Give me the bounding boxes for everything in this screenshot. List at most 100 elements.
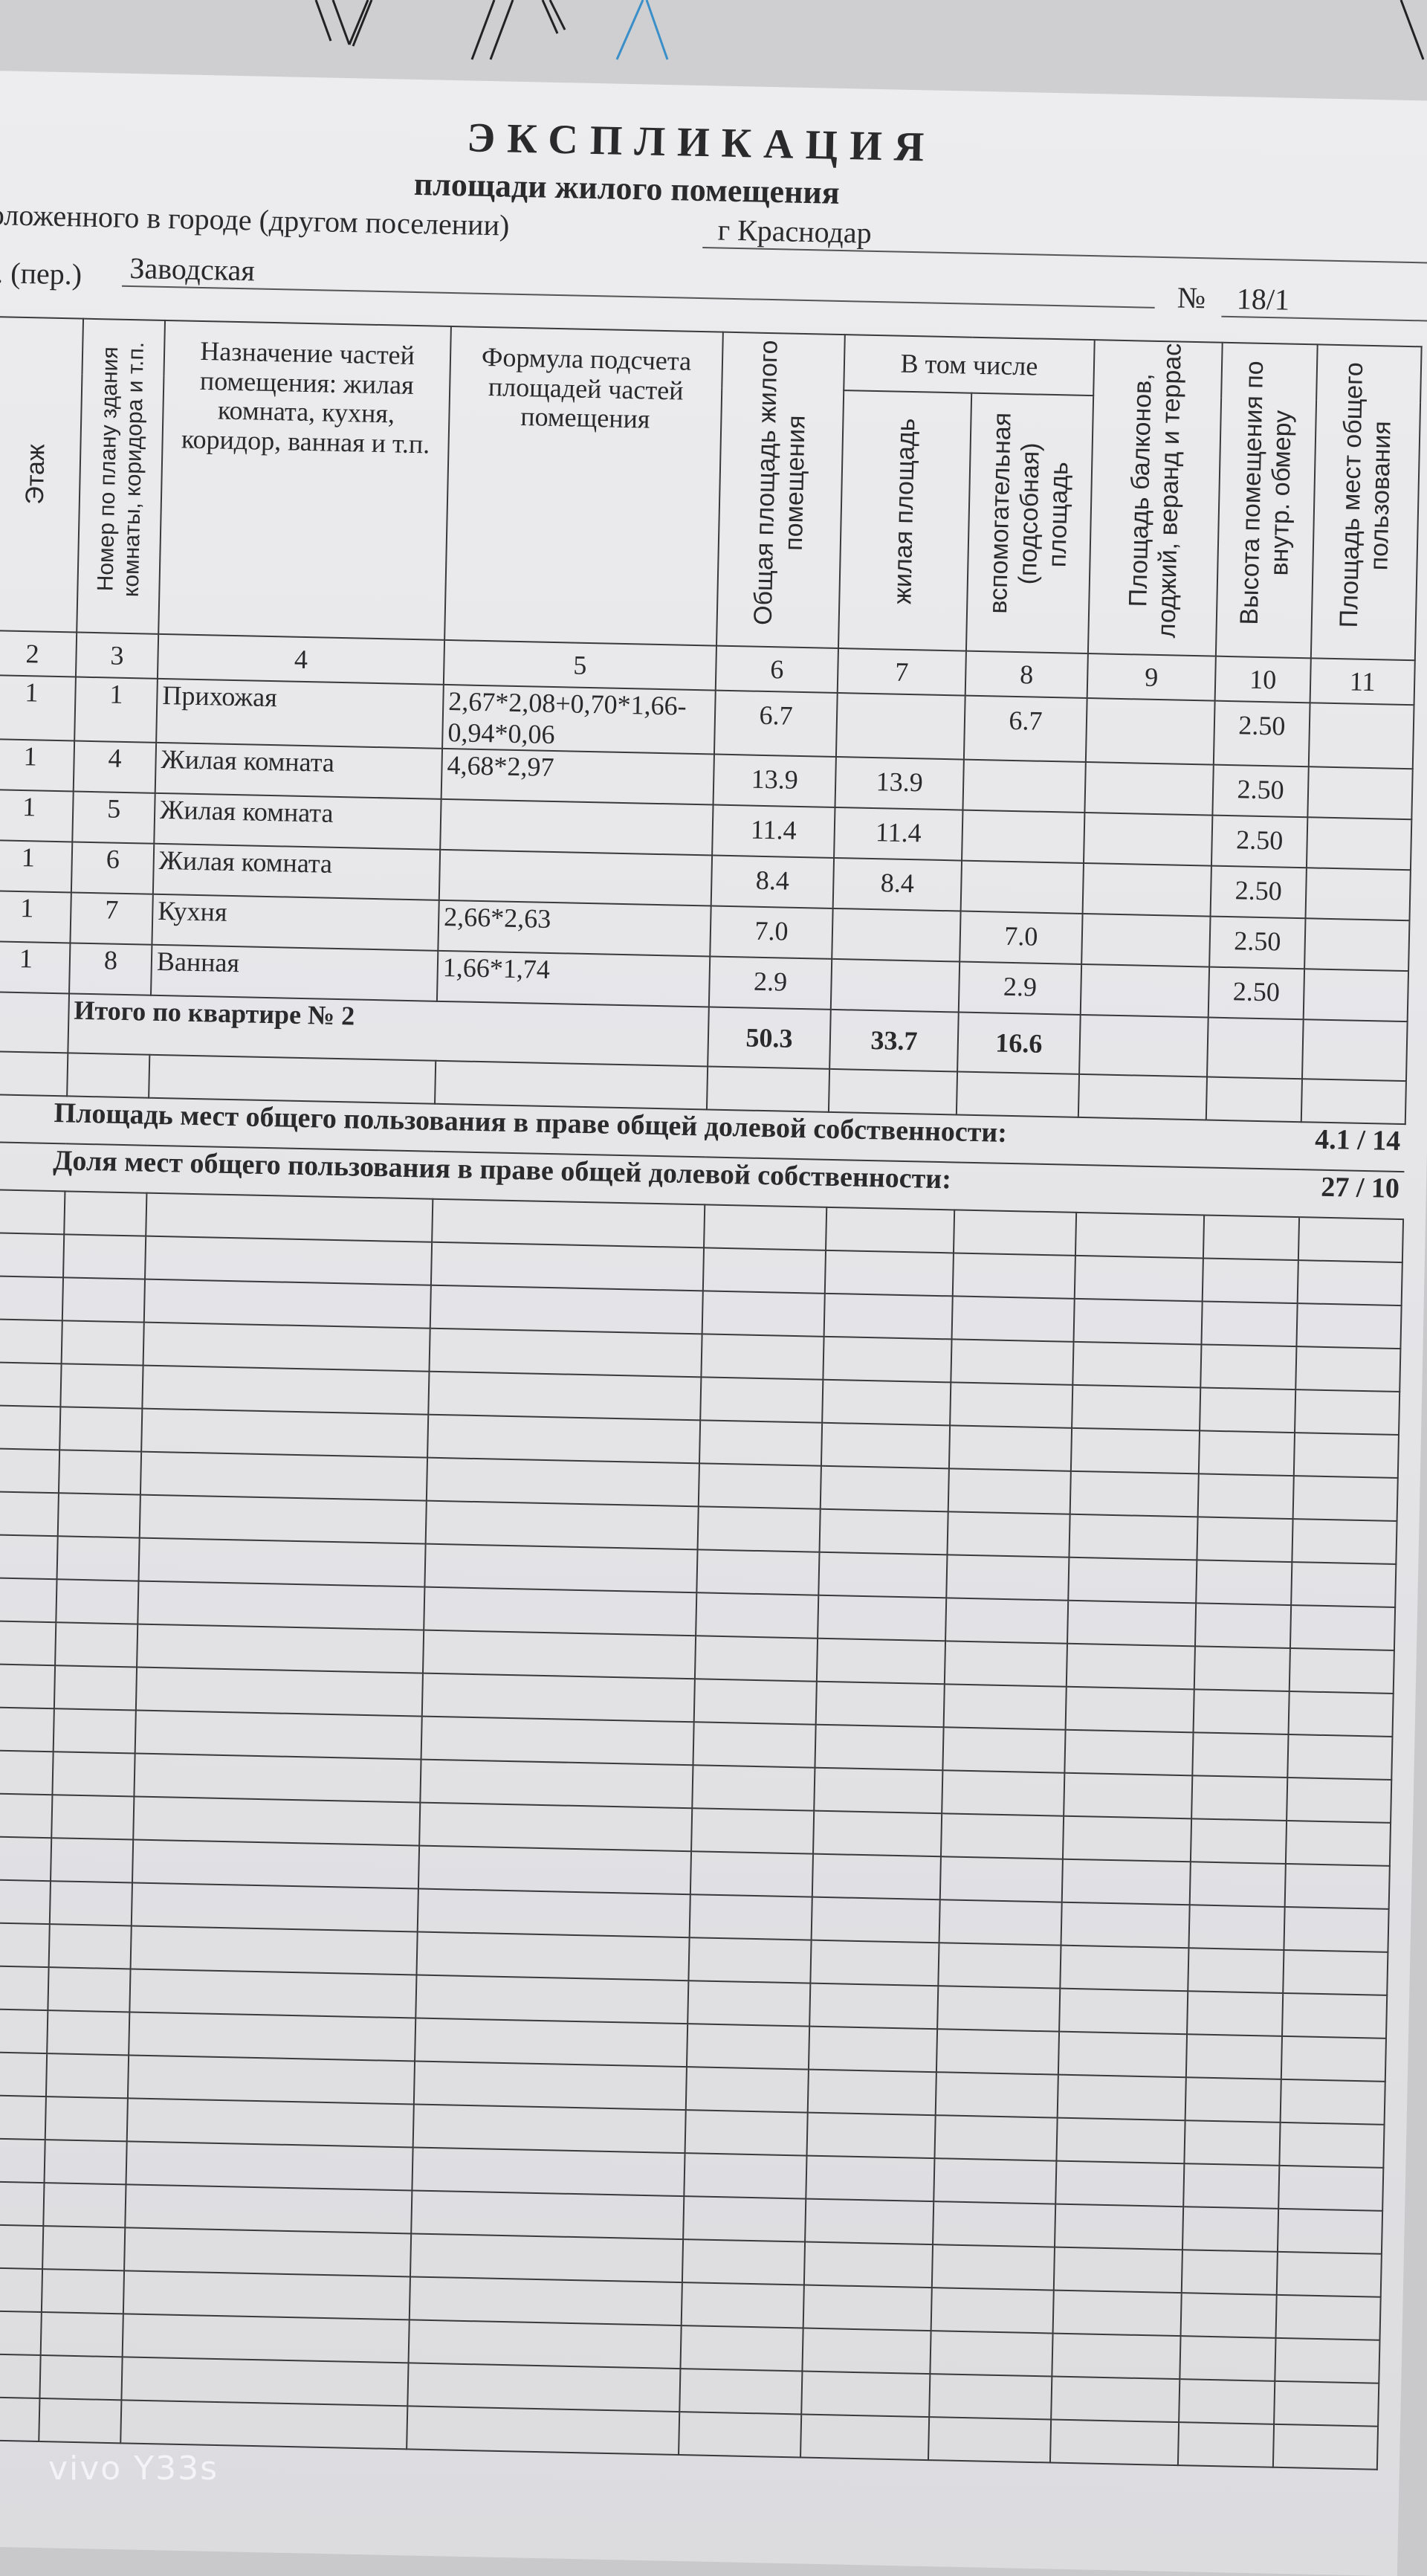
blank-cell <box>1188 1948 1284 1993</box>
blank-cell <box>1200 1344 1297 1390</box>
cell-name: Жилая комната <box>155 742 443 799</box>
blank-cell <box>679 2369 803 2415</box>
cell-floor: 1 <box>0 790 74 842</box>
blank-cell <box>810 1940 939 1986</box>
cell-total: 2.9 <box>708 956 832 1010</box>
blank-cell <box>0 2310 42 2356</box>
blank-cell <box>1193 1689 1290 1735</box>
blank-cell <box>1284 1906 1389 1952</box>
blank-cell <box>686 2024 810 2070</box>
cell-balcony <box>1080 963 1210 1018</box>
blank-cell <box>1288 1691 1394 1737</box>
blank-cell <box>0 1577 57 1623</box>
blank-cell <box>0 2051 48 2097</box>
summary-common-area-value: 4.1 / 14 <box>1300 1122 1405 1172</box>
blank-cell <box>1185 2077 1281 2123</box>
cell-floor: 1 <box>0 890 71 943</box>
blank-cell <box>1067 1600 1197 1647</box>
cell-no: 1 <box>74 677 158 743</box>
blank-cell <box>937 1986 1061 2032</box>
blank-cell <box>1272 2424 1379 2470</box>
blank-cell <box>690 1851 814 1897</box>
blank-cell <box>1049 2419 1180 2466</box>
blank-cell <box>693 1722 816 1768</box>
blank-cell <box>1065 1686 1194 1733</box>
blank-cell <box>823 1293 953 1340</box>
blank-cell <box>696 1549 820 1595</box>
blank-cell <box>0 1706 54 1752</box>
cell-name: Жилая комната <box>152 843 441 900</box>
cell-floor: 1 <box>0 675 76 741</box>
blank-cell <box>408 2320 682 2369</box>
cell-no: 8 <box>69 943 152 995</box>
blank-cell <box>815 1681 945 1728</box>
column-number: 9 <box>1087 653 1216 701</box>
cell-formula <box>439 849 713 906</box>
header-height: Высота помещения по внутр. обмеру <box>1235 360 1297 625</box>
blank-cell <box>1287 1734 1393 1780</box>
blank-cell <box>807 2069 936 2116</box>
blank-cell <box>432 1198 705 1248</box>
column-number: 6 <box>715 645 838 693</box>
header-purpose: Назначение частей помещения: жилая комна… <box>158 320 451 640</box>
blank-cell <box>56 1579 139 1624</box>
blank-cell <box>410 2233 684 2283</box>
blank-cell <box>53 1708 136 1754</box>
blank-cell <box>143 1279 431 1329</box>
header-balcony: Площадь балконов, лоджий, веранд и терра… <box>1124 343 1187 639</box>
blank-cell <box>0 1404 61 1450</box>
blank-cell <box>683 2196 806 2242</box>
blank-cell <box>61 1320 144 1366</box>
cell-floor: 1 <box>0 739 75 792</box>
blank-cell <box>1053 2247 1182 2293</box>
blank-cell <box>39 2355 123 2401</box>
blank-cell <box>698 1463 821 1509</box>
blank-cell <box>809 1983 939 2030</box>
blank-cell <box>1180 2336 1276 2381</box>
blank-cell <box>1201 1301 1298 1347</box>
blank-cell <box>939 1899 1062 1946</box>
camera-watermark: vivo Y33s <box>48 2450 219 2488</box>
cell-no: 5 <box>72 791 155 844</box>
blank-cell <box>1074 1255 1203 1302</box>
blank-cell <box>122 2314 410 2363</box>
blank-cell <box>0 1965 49 2011</box>
cell-common <box>1306 817 1412 871</box>
blank-cell <box>127 2055 415 2105</box>
blank-cell <box>0 1879 51 1925</box>
cell-floor: 1 <box>0 840 73 893</box>
blank-cell <box>0 1361 62 1407</box>
column-number: 5 <box>443 639 717 691</box>
blank-cell <box>0 2137 45 2183</box>
blank-cell <box>142 1365 430 1415</box>
header-including: В том числе <box>844 335 1095 396</box>
blank-cell <box>138 1537 426 1587</box>
blank-cell <box>125 2184 412 2234</box>
blank-cell <box>0 1491 59 1537</box>
blank-cell <box>820 1465 949 1512</box>
blank-cell <box>49 1881 132 1926</box>
cell-name: Кухня <box>152 894 439 951</box>
blank-cell <box>421 1716 694 1766</box>
cell-aux: 2.9 <box>958 961 1082 1015</box>
blank-cell <box>59 1407 143 1452</box>
blank-cell <box>41 2269 125 2314</box>
blank-cell <box>129 1969 417 2018</box>
blank-cell <box>1295 1346 1401 1392</box>
column-number: 3 <box>75 632 159 679</box>
blank-cell <box>1202 1258 1298 1304</box>
blank-cell <box>416 1931 690 1981</box>
blank-cell <box>1057 2074 1186 2121</box>
blank-cell <box>1060 1945 1189 1992</box>
blank-cell <box>425 1500 699 1550</box>
blank-cell <box>943 1684 1067 1730</box>
blank-cell <box>1185 2034 1283 2079</box>
blank-cell <box>133 1796 421 1846</box>
blank-cell <box>682 2239 806 2285</box>
blank-cell <box>679 2412 802 2458</box>
blank-cell <box>815 1724 944 1771</box>
total-area-sum: 50.3 <box>708 1007 831 1069</box>
blank-cell <box>930 2331 1053 2377</box>
cell-height: 2.50 <box>1210 865 1307 919</box>
cell-living: 13.9 <box>835 756 964 810</box>
